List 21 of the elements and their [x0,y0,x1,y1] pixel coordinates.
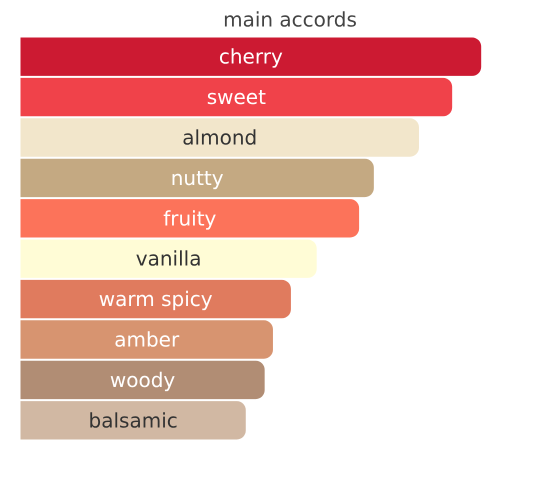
bar [20,280,291,318]
bar [20,158,374,198]
bar [20,118,419,157]
y-tick-label: balsamic [88,408,178,432]
y-tick-label: sweet [206,85,266,110]
chart-title: main accords [223,8,357,32]
bar [20,401,246,440]
y-tick-label: nutty [170,166,224,190]
y-tick-label: cherry [218,44,283,69]
bar [20,199,360,238]
y-tick-label: almond [182,126,258,150]
bar [20,38,482,76]
y-tick-label: vanilla [136,246,202,271]
y-tick-label: fruity [163,206,217,230]
bar [20,360,265,400]
bar [20,78,452,116]
bar [20,240,317,278]
y-tick-label: warm spicy [98,287,213,312]
y-tick-label: amber [114,328,180,352]
y-tick-label: woody [110,368,176,392]
bar [20,320,273,359]
